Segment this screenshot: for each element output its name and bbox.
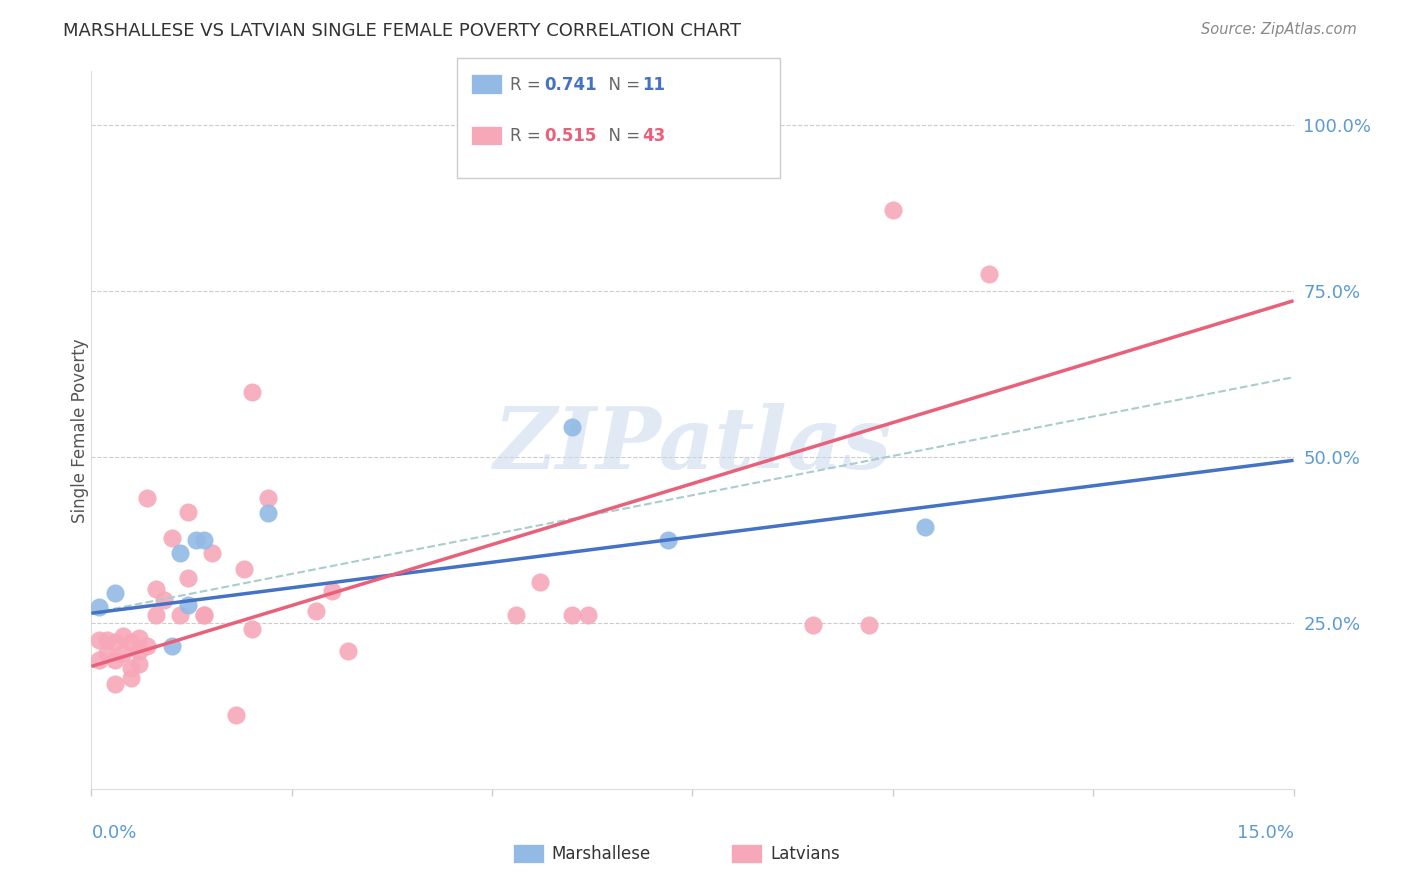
Point [176,504,198,518]
Point [121,635,143,649]
Point [321,584,343,599]
Point [201,546,224,560]
Text: 11: 11 [643,76,665,94]
Point [96,646,118,660]
Point [89,653,111,667]
Point [256,491,278,506]
Text: N =: N = [598,76,645,94]
Text: MARSHALLESE VS LATVIAN SINGLE FEMALE POVERTY CORRELATION CHART: MARSHALLESE VS LATVIAN SINGLE FEMALE POV… [63,22,741,40]
Point [145,582,167,596]
Point [858,617,880,632]
Point [128,631,150,645]
Point [914,520,936,534]
Text: Source: ZipAtlas.com: Source: ZipAtlas.com [1201,22,1357,37]
Point [160,531,183,545]
Point [136,491,159,506]
Text: 15.0%: 15.0% [1236,824,1294,842]
Point [169,608,191,623]
Point [89,632,111,647]
Point [176,571,198,585]
Point [305,604,328,618]
Point [505,608,527,623]
Point [240,622,263,636]
Point [136,640,159,654]
Point [657,533,679,547]
Y-axis label: Single Female Poverty: Single Female Poverty [72,338,89,523]
Point [169,546,191,560]
Point [128,644,150,658]
Text: 0.0%: 0.0% [91,824,136,842]
Point [240,384,263,399]
Text: 0.515: 0.515 [544,128,596,145]
Point [336,644,359,658]
Point [232,562,254,576]
Point [193,533,215,547]
Point [193,608,215,623]
Point [152,593,174,607]
Point [256,507,278,521]
Point [561,608,583,623]
Point [176,598,198,612]
Text: Latvians: Latvians [770,845,841,863]
Point [882,202,904,217]
Point [529,574,551,589]
Text: 0.741: 0.741 [544,76,596,94]
Point [121,671,143,685]
Text: Marshallese: Marshallese [551,845,651,863]
Point [977,267,1000,281]
Point [96,632,118,647]
Text: R =: R = [510,76,547,94]
Point [104,586,127,600]
Point [225,708,247,723]
Point [145,608,167,623]
Point [160,640,183,654]
Point [104,635,127,649]
Point [104,677,127,691]
Point [121,661,143,675]
Point [801,617,824,632]
Point [193,608,215,623]
Point [561,420,583,434]
Point [112,630,135,644]
Text: R =: R = [510,128,547,145]
Text: N =: N = [598,128,645,145]
Point [576,608,599,623]
Text: 43: 43 [643,128,666,145]
Point [104,653,127,667]
Point [184,533,207,547]
Point [128,657,150,672]
Text: ZIPatlas: ZIPatlas [494,403,891,486]
Point [112,646,135,660]
Point [89,599,111,614]
